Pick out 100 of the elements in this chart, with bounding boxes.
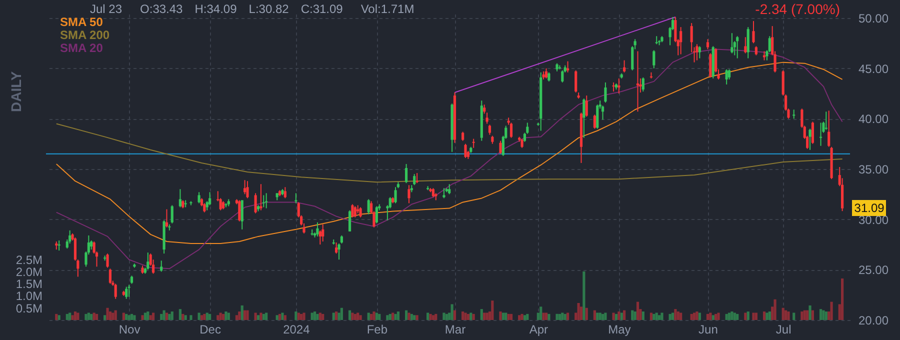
- bar: [642, 312, 644, 320]
- bar: [800, 312, 804, 320]
- x-tick-label: Jul: [776, 322, 792, 336]
- bar: [74, 312, 77, 320]
- bar: [416, 315, 418, 320]
- candlestick: [462, 131, 464, 142]
- bar: [618, 312, 620, 320]
- bar: [830, 302, 833, 320]
- bar: [149, 315, 152, 320]
- bar: [133, 315, 136, 320]
- bar: [698, 312, 701, 320]
- candlestick: [828, 110, 830, 148]
- bar: [622, 310, 626, 320]
- bar: [752, 312, 755, 320]
- candlestick: [238, 200, 241, 222]
- bar: [71, 315, 74, 320]
- candlestick: [730, 32, 734, 54]
- bar: [262, 314, 265, 320]
- bar: [152, 312, 155, 320]
- bar: [367, 312, 370, 320]
- bar: [668, 314, 672, 320]
- candlestick: [736, 36, 739, 59]
- candlestick: [338, 243, 340, 260]
- bar: [178, 309, 182, 320]
- bar: [674, 309, 677, 320]
- bar: [717, 312, 720, 320]
- y-tick-label: 25.00: [858, 263, 889, 278]
- candlestick: [416, 172, 418, 184]
- bar: [168, 314, 171, 320]
- candlestick: [582, 98, 586, 138]
- candlestick: [354, 206, 356, 218]
- bar: [112, 312, 114, 320]
- bar: [450, 304, 454, 320]
- line-series: [56, 123, 843, 183]
- candlestick: [622, 60, 626, 73]
- bar: [614, 314, 618, 320]
- candlestick: [165, 208, 168, 228]
- bar: [141, 315, 144, 320]
- bar: [636, 302, 640, 320]
- candlestick: [408, 184, 410, 204]
- candlestick: [642, 76, 644, 92]
- bar: [706, 314, 710, 320]
- candlestick: [612, 82, 615, 92]
- candlestick: [359, 206, 362, 218]
- candlestick: [146, 252, 150, 270]
- bar: [206, 312, 208, 320]
- bar: [612, 312, 615, 320]
- bar: [803, 310, 806, 320]
- candlestick: [375, 206, 378, 224]
- bar: [510, 314, 513, 320]
- bar: [792, 312, 796, 320]
- annotation: -2.34 (7.00%): [755, 1, 840, 17]
- bar: [375, 312, 378, 320]
- bar: [714, 314, 718, 320]
- bar: [548, 314, 550, 320]
- bar: [68, 312, 72, 320]
- text: SMA 50: [60, 15, 104, 29]
- candlestick: [698, 46, 701, 59]
- bar: [322, 314, 324, 320]
- bar: [480, 309, 483, 320]
- bar: [564, 314, 566, 320]
- bar: [432, 315, 434, 320]
- bar: [486, 312, 488, 320]
- bar: [690, 314, 693, 320]
- bar: [160, 314, 163, 320]
- bar: [671, 312, 674, 320]
- bar: [359, 315, 362, 320]
- candlestick: [160, 260, 163, 272]
- bar: [593, 310, 596, 320]
- bar: [442, 312, 446, 320]
- bar: [754, 312, 758, 320]
- candlestick: [696, 44, 698, 61]
- bar: [370, 314, 373, 320]
- bar: [396, 312, 400, 320]
- candlestick: [170, 204, 174, 224]
- bar: [787, 312, 790, 320]
- bar: [784, 310, 788, 320]
- candlestick: [442, 188, 446, 199]
- bar: [219, 312, 222, 320]
- bar: [620, 312, 623, 320]
- bar: [582, 271, 586, 320]
- candlestick: [762, 50, 766, 61]
- candlestick: [184, 200, 187, 208]
- y2-tick-label: 2.5M: [16, 252, 42, 267]
- bar: [76, 312, 80, 320]
- bar: [260, 312, 262, 320]
- candlestick: [792, 109, 796, 120]
- bar: [388, 314, 392, 320]
- bar: [507, 314, 510, 320]
- candlestick: [754, 46, 758, 56]
- bar: [766, 312, 768, 320]
- bar: [585, 308, 588, 320]
- candlestick: [690, 22, 693, 53]
- candlestick: [618, 78, 620, 94]
- bar: [660, 312, 664, 320]
- candlestick: [404, 163, 408, 184]
- candlestick: [652, 50, 656, 69]
- bar: [470, 312, 472, 320]
- candlestick: [432, 188, 434, 198]
- candlestick: [58, 240, 60, 252]
